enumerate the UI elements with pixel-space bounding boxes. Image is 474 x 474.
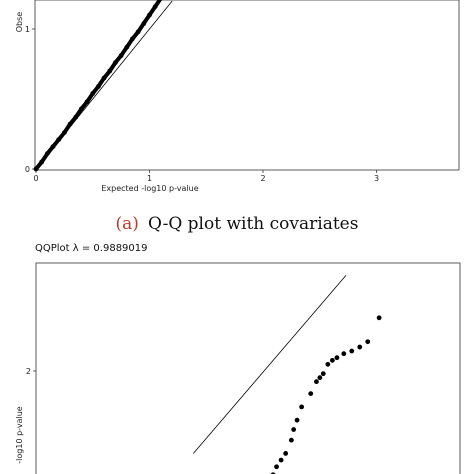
top-data-point (67, 121, 73, 127)
bottom-y-tick-label: 2 (26, 367, 31, 376)
bottom-data-point (288, 437, 294, 443)
top-x-tick-label: 0 (33, 174, 38, 183)
top-x-tick-label: 2 (260, 174, 265, 183)
top-y-tick-label: 0 (25, 165, 30, 174)
caption-a-letter: (a) (116, 214, 139, 234)
top-data-point (56, 137, 62, 143)
top-x-tick-label: 1 (147, 174, 152, 183)
top-data-point (96, 84, 101, 89)
top-data-point (113, 60, 118, 65)
bottom-data-point (325, 361, 331, 367)
top-data-point (90, 91, 96, 96)
bottom-data-point (334, 355, 340, 361)
top-data-point (124, 44, 130, 50)
bottom-data-point (330, 357, 335, 363)
top-data-point (152, 4, 158, 9)
bottom-plot-title: QQPlot λ = 0.9889019 (35, 243, 148, 254)
top-data-point (141, 21, 147, 26)
bottom-y-axis-title: -log10 p-value (15, 406, 24, 463)
top-reference-line (35, 0, 173, 170)
bottom-data-point (283, 451, 289, 456)
caption-a: (a) Q-Q plot with covariates (116, 214, 359, 234)
top-data-point (50, 144, 56, 150)
top-data-point (147, 12, 152, 18)
bottom-data-point (299, 404, 305, 410)
top-y-tick-label: 1 (25, 25, 30, 34)
top-data-point (135, 29, 141, 35)
top-data-point (79, 106, 84, 112)
top-data-point (44, 151, 50, 157)
svg-text:(a) Q-Q plot with covari: (a) Q-Q plot with covariates (116, 214, 359, 234)
bottom-data-point (291, 427, 297, 432)
top-data-point (159, 0, 163, 1)
bottom-data-point (308, 391, 314, 397)
top-y-ticks: 01 (25, 25, 35, 174)
bottom-data-point (294, 417, 300, 423)
top-data-point (61, 130, 67, 136)
top-data-point (118, 53, 124, 58)
bottom-data-point (376, 315, 382, 321)
top-data-point (84, 99, 90, 105)
bottom-qq-plot: QQPlot λ = 0.9889019 2 -log10 p-value (15, 243, 461, 474)
top-plot-frame (34, 0, 460, 171)
bottom-data-point (320, 371, 326, 377)
bottom-y-ticks: 2 (26, 367, 36, 376)
bottom-data-point (349, 348, 355, 354)
bottom-data-points (270, 315, 382, 474)
bottom-data-point (317, 375, 323, 381)
bottom-data-point (314, 379, 319, 385)
bottom-data-point (341, 351, 347, 357)
top-x-ticks: 0 1 2 3 (33, 170, 379, 183)
bottom-data-point (365, 339, 371, 345)
bottom-data-point (274, 464, 279, 470)
bottom-plot-frame (35, 262, 461, 474)
top-x-axis-title: Expected -log10 p-value (101, 184, 198, 193)
top-data-point (107, 68, 113, 74)
top-data-points (33, 0, 163, 172)
top-data-point (130, 36, 135, 42)
bottom-data-point (357, 344, 363, 350)
bottom-data-point (278, 457, 284, 463)
bottom-reference-line (193, 274, 347, 454)
top-data-point (101, 75, 107, 81)
top-y-axis-title: Obse (15, 12, 24, 33)
caption-a-text: Q-Q plot with covariates (148, 214, 358, 234)
top-data-point (73, 114, 79, 120)
top-x-tick-label: 3 (374, 174, 379, 183)
